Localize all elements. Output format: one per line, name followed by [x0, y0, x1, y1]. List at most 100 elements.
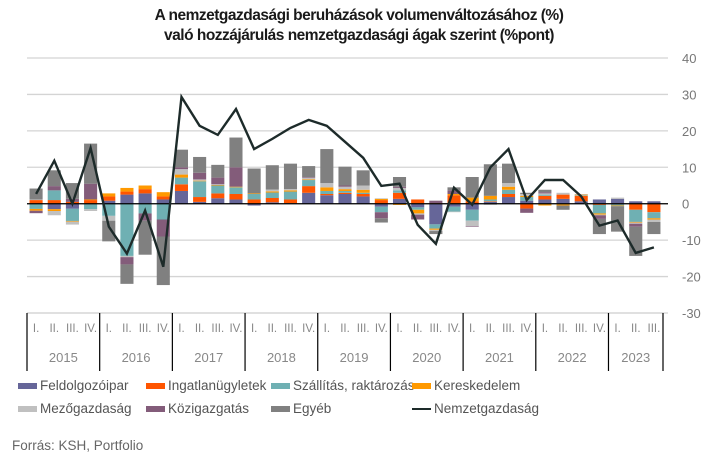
legend-label: Egyéb: [293, 401, 332, 416]
bar-segment-egy-b: [283, 163, 298, 190]
bar-segment-mez-gazdas-g: [120, 255, 134, 258]
bar-segment-sz-ll-t-s-rakt-roz-s: [338, 190, 352, 193]
bar-segment-sz-ll-t-s-rakt-roz-s: [392, 190, 407, 193]
bar-segment-sz-ll-t-s-rakt-roz-s: [538, 194, 552, 196]
quarter-label: III.: [648, 323, 661, 335]
quarter-label: II.: [413, 323, 423, 335]
bar-segment-k-zigazgat-s: [193, 172, 207, 180]
bar-segment-kereskedelem: [502, 186, 516, 190]
bar-segment-egy-b: [174, 149, 188, 168]
quarter-label: IV.: [157, 323, 170, 335]
quarter-label: III.: [575, 323, 588, 335]
bar-segment-feldolgoz-ipar: [320, 195, 334, 204]
bar-segment-k-zigazgat-s: [629, 223, 643, 227]
legend-label: Kereskedelem: [434, 378, 521, 393]
quarter-label: IV.: [593, 323, 606, 335]
bar-segment-k-zigazgat-s: [174, 167, 188, 170]
bar-segment-ingatlan-gyletek: [502, 194, 516, 198]
bar-segment-egy-b: [229, 137, 243, 168]
bar-segment-feldolgoz-ipar: [156, 199, 170, 204]
bar-segment-kereskedelem: [611, 205, 625, 207]
bar-segment-kereskedelem: [411, 209, 425, 214]
bar-segment-egy-b: [47, 170, 61, 187]
bar-segment-k-zigazgat-s: [411, 214, 425, 220]
quarter-label: II.: [195, 323, 205, 335]
legend-label: Feldolgozóipar: [40, 378, 129, 393]
bar-segment-k-zigazgat-s: [338, 185, 352, 187]
bar-segment-mez-gazdas-g: [520, 194, 534, 196]
bar-segment-feldolgoz-ipar: [502, 197, 516, 204]
bar-segment-kereskedelem: [84, 199, 98, 201]
bar-segment-egy-b: [265, 165, 279, 190]
bar-segment-egy-b: [320, 149, 334, 184]
bar-segment-sz-ll-t-s-rakt-roz-s: [429, 224, 443, 229]
bar-segment-feldolgoz-ipar: [611, 198, 625, 204]
year-label: 2016: [122, 350, 151, 365]
bar-segment-egy-b: [647, 221, 661, 235]
bar-segment-feldolgoz-ipar: [392, 198, 407, 204]
y-tick-label: 40: [682, 51, 696, 66]
bar-segment-ingatlan-gyletek: [629, 203, 643, 210]
bar-segment-kereskedelem: [465, 197, 479, 202]
bar-segment-k-zigazgat-s: [229, 167, 243, 187]
bar-segment-mez-gazdas-g: [429, 229, 443, 232]
bar-segment-k-zigazgat-s: [447, 190, 461, 194]
bar-segment-mez-gazdas-g: [29, 199, 43, 201]
bar-segment-mez-gazdas-g: [356, 185, 370, 190]
bar-segment-kereskedelem: [47, 209, 61, 211]
bar-segment-kereskedelem: [320, 187, 334, 191]
bar-segment-kereskedelem: [538, 203, 552, 206]
chart-area: 40 30 20 10 0 -10 -20 -30 I. II. III. IV. 2015 I. II. I…: [26, 51, 701, 371]
bar-segment-ingatlan-gyletek: [120, 191, 134, 195]
quarter-label: II.: [558, 323, 568, 335]
bar-segment-feldolgoz-ipar: [302, 192, 316, 204]
bar-segment-ingatlan-gyletek: [211, 193, 225, 199]
bar-segment-sz-ll-t-s-rakt-roz-s: [611, 204, 625, 206]
bar-segment-k-zigazgat-s: [211, 177, 225, 185]
bar-segment-feldolgoz-ipar: [211, 198, 225, 204]
legend-item: Feldolgozóipar: [18, 378, 129, 393]
bar-segment-mez-gazdas-g: [84, 209, 98, 211]
legend-swatch: [271, 405, 290, 412]
bar-segment-mez-gazdas-g: [447, 211, 461, 213]
bar-segment-ingatlan-gyletek: [229, 194, 243, 200]
bar-segment-mez-gazdas-g: [338, 186, 352, 190]
bar-segment-egy-b: [120, 264, 134, 284]
legend-swatch: [271, 382, 290, 389]
legend-item: Közigazgatás: [146, 401, 249, 416]
bar-segment-feldolgoz-ipar: [374, 203, 388, 207]
bar-segment-kereskedelem: [229, 186, 243, 188]
bar-segment-ingatlan-gyletek: [47, 200, 61, 204]
bar-segment-sz-ll-t-s-rakt-roz-s: [356, 192, 370, 194]
quarter-label: I.: [469, 323, 475, 335]
bar-segment-mez-gazdas-g: [174, 169, 188, 175]
bar-segment-kereskedelem: [556, 204, 570, 206]
legend-swatch: [18, 382, 37, 389]
bar-segment-feldolgoz-ipar: [647, 201, 661, 204]
bar-segment-kereskedelem: [629, 221, 643, 223]
bar-segment-feldolgoz-ipar: [447, 203, 461, 207]
bar-segment-sz-ll-t-s-rakt-roz-s: [465, 209, 479, 221]
bar-segment-feldolgoz-ipar: [174, 190, 188, 204]
y-tick-label: -20: [682, 270, 701, 285]
bar-segment-mez-gazdas-g: [374, 198, 388, 199]
legend-label: Közigazgatás: [168, 401, 250, 416]
bar-segment-ingatlan-gyletek: [647, 203, 661, 213]
y-tick-label: -10: [682, 233, 701, 248]
y-tick-label: 10: [682, 160, 696, 175]
bar-segment-egy-b: [538, 189, 552, 193]
bar-segment-k-zigazgat-s: [465, 226, 479, 227]
bar-segment-mez-gazdas-g: [629, 222, 643, 224]
bar-segment-k-zigazgat-s: [47, 186, 61, 191]
quarter-label: I.: [106, 323, 112, 335]
bar-segment-kereskedelem: [138, 185, 152, 190]
bar-segment-kereskedelem: [592, 213, 606, 215]
bar-segment-ingatlan-gyletek: [320, 194, 334, 196]
bar-segment-sz-ll-t-s-rakt-roz-s: [84, 204, 98, 210]
year-label: 2020: [412, 350, 441, 365]
quarter-label: I.: [542, 323, 548, 335]
quarter-label: II.: [268, 323, 278, 335]
year-label: 2017: [194, 350, 223, 365]
bar-segment-mez-gazdas-g: [574, 194, 588, 195]
bar-segment-sz-ll-t-s-rakt-roz-s: [592, 204, 606, 214]
